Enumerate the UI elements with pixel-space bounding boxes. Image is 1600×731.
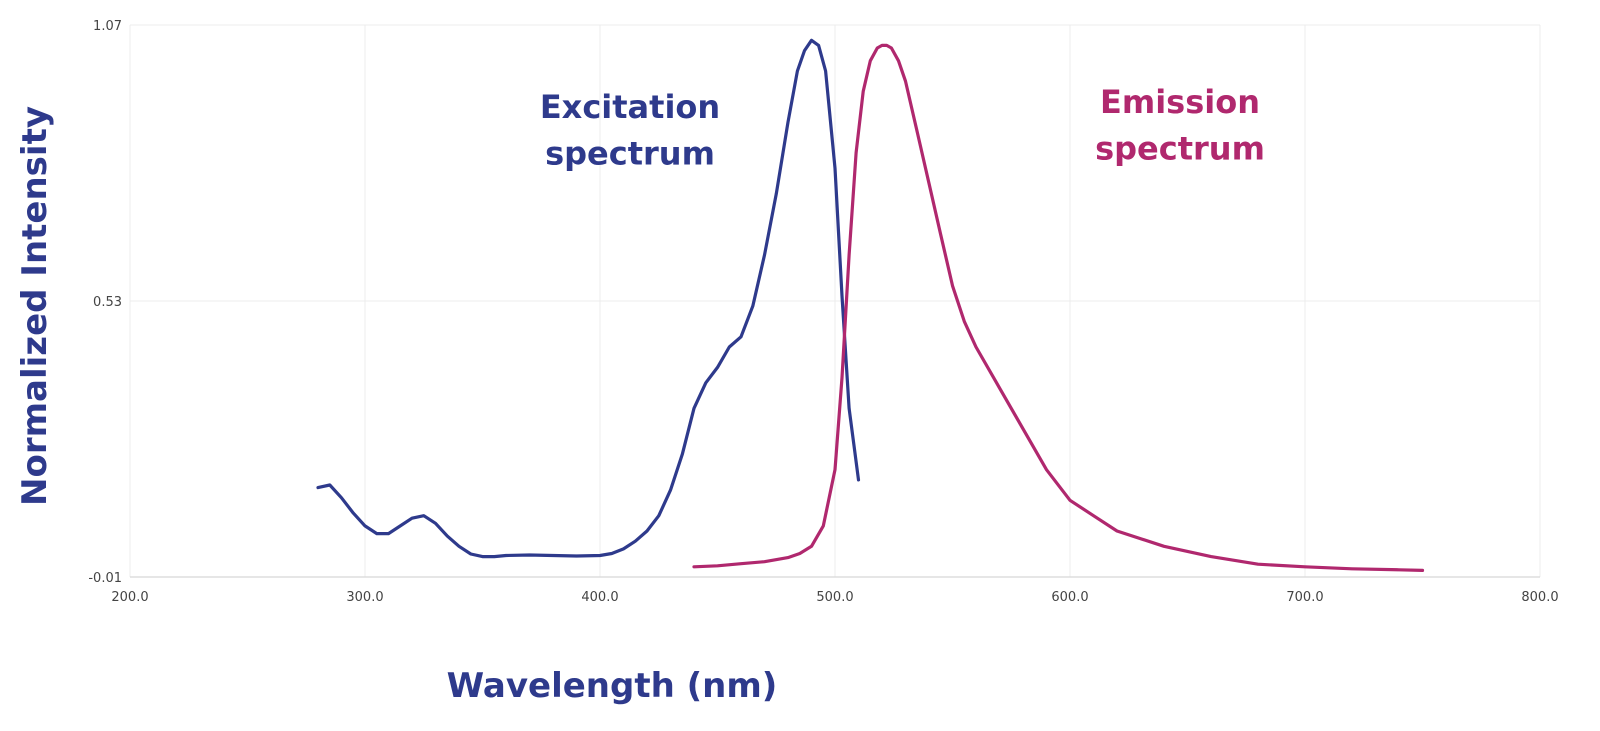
x-tick-label-0: 200.0 <box>111 590 148 605</box>
y-tick-label-2: 1.07 <box>93 19 122 34</box>
series-label-line-1: spectrum <box>545 134 715 172</box>
x-tick-label-4: 600.0 <box>1051 590 1088 605</box>
x-tick-label-1: 300.0 <box>346 590 383 605</box>
x-tick-label-3: 500.0 <box>816 590 853 605</box>
grid-layer <box>129 24 1541 578</box>
y-tick-label-0: -0.01 <box>88 571 122 586</box>
series-label-line-0: Excitation <box>540 88 720 126</box>
series-label-line-1: spectrum <box>1095 129 1265 167</box>
series-line-emission <box>692 43 1425 572</box>
series-label-excitation: Excitation spectrum <box>540 88 720 172</box>
series-label-emission: Emission spectrum <box>1095 83 1265 167</box>
series-layer <box>316 38 1425 572</box>
label-layer: Excitation spectrum Emission spectrum <box>540 83 1265 172</box>
series-line-excitation <box>316 38 861 559</box>
x-axis-title: Wavelength (nm) <box>447 666 778 706</box>
x-tick-label-6: 800.0 <box>1521 590 1558 605</box>
series-label-line-0: Emission <box>1100 83 1260 121</box>
axis-layer: 200.0 300.0 400.0 500.0 600.0 700.0 800.0 -0.01… <box>15 19 1559 706</box>
x-tick-label-5: 700.0 <box>1286 590 1323 605</box>
x-tick-label-2: 400.0 <box>581 590 618 605</box>
y-tick-label-1: 0.53 <box>93 295 122 310</box>
y-axis-title: Normalized Intensity <box>15 106 55 506</box>
